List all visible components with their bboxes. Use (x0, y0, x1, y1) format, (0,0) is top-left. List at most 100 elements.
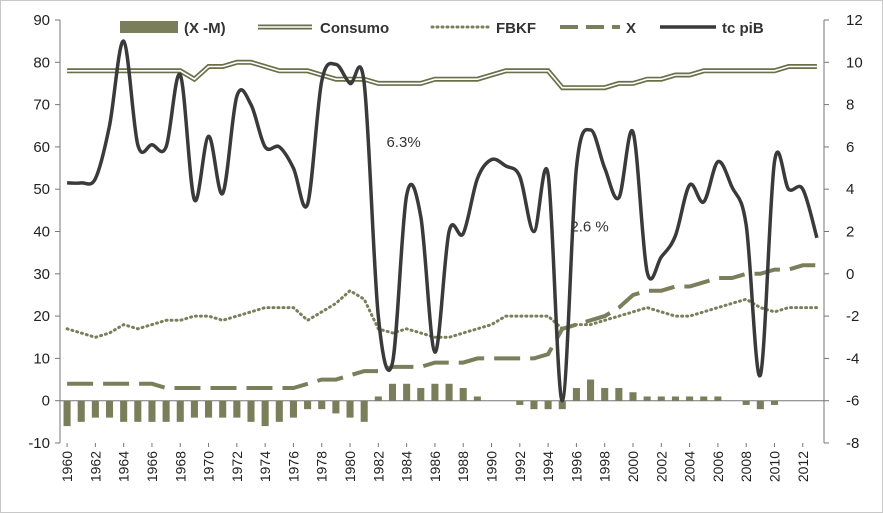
left-tick-label: 20 (33, 308, 50, 325)
x-tick-label: 1966 (144, 451, 160, 482)
bar-x-minus-m (247, 400, 255, 422)
bar-x-minus-m (643, 396, 651, 401)
bar-x-minus-m (756, 400, 764, 410)
right-tick-label: -6 (846, 393, 859, 410)
bar-x-minus-m (601, 388, 609, 401)
x-tick-label: 1982 (370, 451, 386, 482)
x-tick-label: 2006 (710, 451, 726, 482)
legend-label: (X -M) (184, 20, 226, 37)
right-tick-label: -2 (846, 308, 859, 325)
left-tick-label: 40 (33, 224, 50, 241)
x-tick-label: 1992 (512, 451, 528, 482)
bar-x-minus-m (473, 396, 481, 401)
x-tick-label: 1962 (87, 451, 103, 482)
bar-x-minus-m (530, 400, 538, 410)
legend-label: tc piB (722, 20, 764, 37)
bar-x-minus-m (105, 400, 114, 418)
legend-swatch-x-minus-m (120, 21, 178, 33)
bar-x-minus-m (318, 400, 326, 410)
left-tick-label: -10 (28, 435, 50, 452)
x-tick-label: 1998 (597, 451, 613, 482)
x-tick-label: 1964 (116, 451, 132, 482)
annotations: 6.3% 2.6 % (386, 134, 608, 236)
x-exports-line (67, 263, 817, 390)
bar-x-minus-m (261, 400, 269, 427)
x-tick-label: 1990 (484, 451, 500, 482)
bar-x-minus-m (176, 400, 184, 422)
x-tick-label: 1986 (427, 451, 443, 482)
legend-label: X (626, 20, 636, 37)
x-tick-label: 1968 (172, 451, 188, 482)
bar-x-minus-m (190, 400, 198, 418)
bar-x-minus-m (572, 388, 580, 401)
bar-x-minus-m (360, 400, 368, 422)
bar-x-minus-m (134, 400, 142, 422)
consumo-line-inner (67, 61, 817, 89)
bar-x-minus-m (77, 400, 85, 422)
right-tick-label: -4 (846, 350, 859, 367)
bar-x-minus-m (91, 400, 99, 418)
x-tick-label: 1960 (59, 451, 75, 482)
right-tick-label: 0 (846, 266, 854, 283)
bar-x-minus-m (615, 388, 623, 401)
bar-x-minus-m (63, 400, 71, 427)
bar-x-minus-m (587, 379, 595, 401)
annotation-label: 6.3% (386, 134, 420, 151)
bar-x-minus-m (445, 383, 453, 401)
x-tick-label: 1994 (540, 451, 556, 482)
bar-x-minus-m (219, 400, 227, 418)
left-tick-label: 70 (33, 97, 50, 114)
line-series (65, 39, 819, 403)
x-tick-label: 1984 (399, 451, 415, 482)
annotation-label: 2.6 % (570, 219, 608, 236)
left-tick-label: 0 (42, 393, 50, 410)
bar-x-minus-m (629, 392, 637, 401)
bar-x-minus-m (544, 400, 552, 410)
bar-x-minus-m (120, 400, 128, 422)
bar-x-minus-m (700, 396, 708, 401)
right-tick-label: -8 (846, 435, 859, 452)
x-tick-label: 1974 (257, 451, 273, 482)
bar-x-minus-m (289, 400, 297, 418)
x-tick-label: 2002 (653, 451, 669, 482)
bar-x-minus-m (459, 388, 467, 401)
bar-x-minus-m (417, 388, 425, 401)
x-tick-label: 2008 (738, 451, 754, 482)
bar-x-minus-m (714, 396, 722, 401)
right-tick-label: 2 (846, 224, 854, 241)
bar-x-minus-m (657, 396, 665, 401)
legend-label: FBKF (496, 20, 536, 37)
bar-x-minus-m (403, 383, 411, 401)
bar-x-minus-m (346, 400, 354, 418)
bar-x-minus-m (162, 400, 170, 422)
left-tick-label: 60 (33, 139, 50, 156)
bar-x-minus-m (275, 400, 283, 422)
right-tick-label: 12 (846, 12, 863, 29)
bar-x-minus-m (205, 400, 213, 418)
bar-x-minus-m (388, 383, 397, 401)
bar-x-minus-m (332, 400, 340, 414)
x-tick-label: 2012 (795, 451, 811, 482)
fbkf-line (65, 288, 819, 339)
bar-series-x-minus-m (63, 379, 779, 427)
x-tick-label: 2010 (766, 451, 782, 482)
left-tick-label: 30 (33, 266, 50, 283)
bar-x-minus-m (770, 400, 779, 405)
bar-x-minus-m (671, 396, 679, 401)
left-tick-label: 50 (33, 181, 50, 198)
right-tick-label: 4 (846, 181, 854, 198)
x-tick-label: 2004 (682, 451, 698, 482)
x-tick-label: 1970 (201, 451, 217, 482)
left-tick-label: 80 (33, 54, 50, 71)
right-tick-label: 10 (846, 54, 863, 71)
left-tick-label: 10 (33, 350, 50, 367)
bar-x-minus-m (686, 396, 694, 401)
bar-x-minus-m (233, 400, 241, 418)
left-tick-label: 90 (33, 12, 50, 29)
bar-x-minus-m (374, 396, 382, 401)
x-tick-label: 1996 (568, 451, 584, 482)
bar-x-minus-m (742, 400, 750, 405)
bar-x-minus-m (304, 400, 312, 410)
